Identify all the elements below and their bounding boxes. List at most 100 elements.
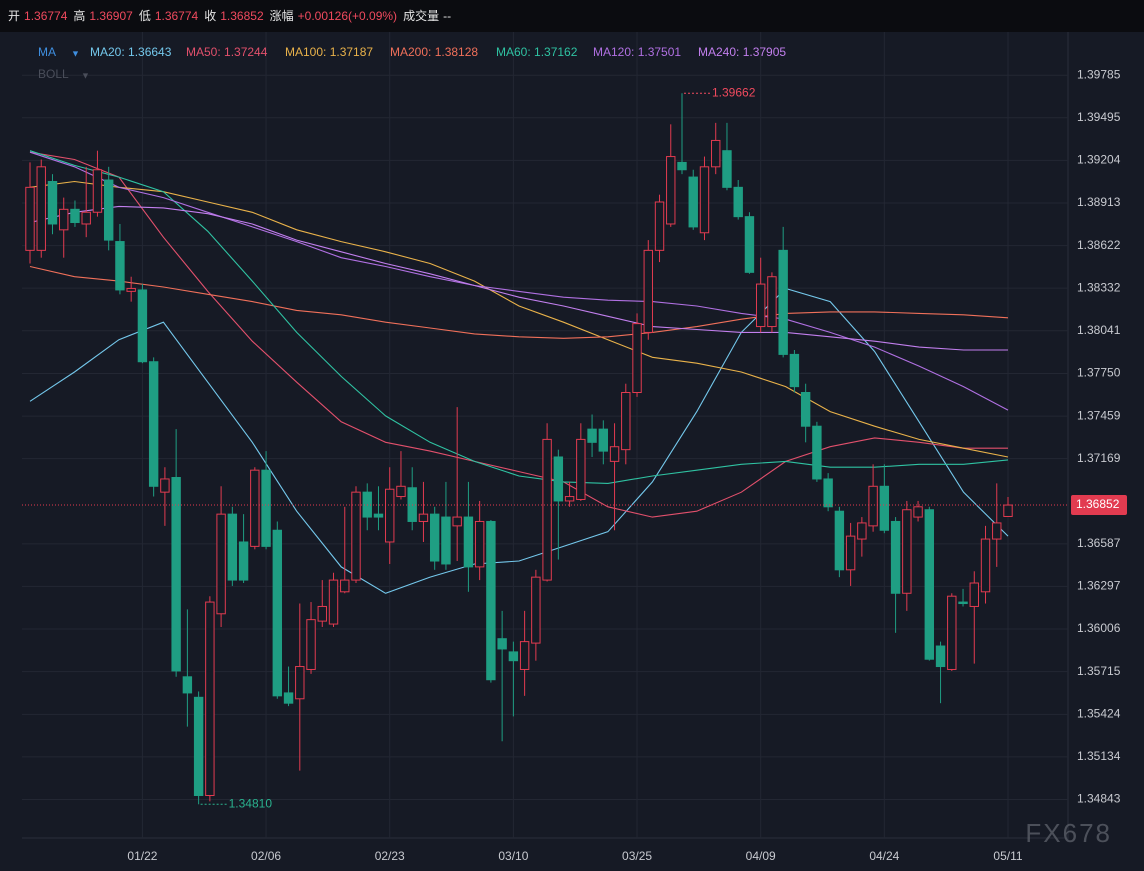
candle-body <box>115 241 125 291</box>
candle-body <box>722 150 732 188</box>
candle-body <box>834 510 845 571</box>
candle-body <box>778 249 788 355</box>
y-tick-label: 1.38332 <box>1077 280 1121 294</box>
candle-body <box>969 582 979 607</box>
candle-body <box>733 186 743 218</box>
candle-body <box>711 139 721 168</box>
legend-entry: MA240: 1.37905 <box>698 45 786 59</box>
candle-body <box>148 361 159 487</box>
legend-entry: MA50: 1.37244 <box>186 45 268 59</box>
boll-arrow: ▼ <box>81 70 90 80</box>
y-tick-label: 1.38041 <box>1077 323 1121 337</box>
candle-body <box>36 166 46 251</box>
header-value: +0.00126(+0.09%) <box>298 9 397 23</box>
candle-body <box>531 576 541 644</box>
candle-body <box>497 638 507 650</box>
candle-body <box>688 176 698 228</box>
candle-body <box>767 276 777 328</box>
y-tick-label: 1.37459 <box>1077 408 1121 422</box>
candle-body <box>70 208 80 224</box>
header-label: 高 <box>73 8 85 23</box>
y-tick-label: 1.39785 <box>1077 67 1121 81</box>
candle-body <box>227 513 238 581</box>
header-label: 收 <box>204 9 216 23</box>
header-value: 1.36852 <box>220 9 264 23</box>
candle-body <box>47 180 58 225</box>
header-value: 1.36774 <box>24 9 68 23</box>
candle-body <box>564 496 575 502</box>
ma-label[interactable]: MA <box>38 45 56 59</box>
y-tick-label: 1.37169 <box>1077 451 1121 465</box>
candle-body <box>182 676 193 694</box>
candle-body <box>486 520 496 681</box>
candle-body <box>598 428 609 452</box>
candle-body <box>59 208 69 231</box>
candle-body <box>193 696 204 797</box>
x-tick-label: 04/24 <box>869 849 899 863</box>
last-price-label: 1.36852 <box>1076 497 1120 511</box>
candle-body <box>632 323 642 394</box>
candle-body <box>328 579 339 625</box>
candle-body <box>542 438 552 581</box>
candle-body <box>385 488 395 543</box>
legend-entry: MA100: 1.37187 <box>285 45 373 59</box>
candle-body <box>429 513 440 562</box>
candle-body <box>902 509 912 594</box>
header-label: 低 <box>139 9 151 23</box>
candle-body <box>800 392 811 427</box>
candle-body <box>508 651 519 662</box>
candle-body <box>25 186 35 251</box>
candle-body <box>81 211 91 225</box>
y-tick-label: 1.34843 <box>1077 792 1121 806</box>
candle-body <box>621 392 631 451</box>
header-bar <box>0 0 1144 32</box>
candle-body <box>463 516 474 568</box>
legend-entry: MA60: 1.37162 <box>496 45 578 59</box>
candle-body <box>317 605 327 622</box>
candle-body <box>238 541 249 581</box>
x-tick-label: 04/09 <box>746 849 776 863</box>
candle-body <box>812 425 822 480</box>
candle-body <box>306 619 316 670</box>
x-tick-label: 03/10 <box>498 849 528 863</box>
candle-body <box>351 491 361 581</box>
candle-body <box>643 249 653 333</box>
legend-entry: MA120: 1.37501 <box>593 45 681 59</box>
candle-body <box>452 516 462 527</box>
candle-body <box>418 513 429 522</box>
boll-label[interactable]: BOLL <box>38 67 69 81</box>
legend-entry: MA20: 1.36643 <box>90 45 172 59</box>
candle-body <box>755 283 766 328</box>
ma-line <box>29 151 1008 518</box>
candle-body <box>103 179 114 241</box>
candle-body <box>699 166 710 234</box>
candle-body <box>890 520 901 594</box>
ma-line <box>29 205 1008 351</box>
candle-body <box>823 478 833 508</box>
ma-line <box>29 265 1009 339</box>
watermark: FX678 <box>1025 818 1112 848</box>
header-label: 涨幅 <box>270 8 294 23</box>
candle-body <box>1003 504 1013 517</box>
candle-body <box>340 579 350 593</box>
ma-arrow[interactable]: ▼ <box>71 48 80 58</box>
y-tick-label: 1.35134 <box>1077 749 1121 763</box>
y-tick-label: 1.39204 <box>1077 153 1121 167</box>
x-tick-label: 03/25 <box>622 849 652 863</box>
candle-body <box>160 478 170 493</box>
candle-body <box>171 476 181 672</box>
y-tick-label: 1.38913 <box>1077 195 1121 209</box>
candle-body <box>373 513 384 518</box>
candle-body <box>609 446 620 462</box>
candle-body <box>789 353 800 388</box>
candle-body <box>845 535 856 571</box>
y-tick-label: 1.35424 <box>1077 706 1121 720</box>
candle-body <box>205 601 215 797</box>
y-tick-label: 1.35715 <box>1077 664 1121 678</box>
candle-body <box>924 509 935 660</box>
candle-body <box>272 529 283 697</box>
x-tick-label: 02/06 <box>251 849 281 863</box>
candle-body <box>958 601 968 605</box>
candle-body <box>283 692 294 704</box>
header-value: 1.36907 <box>89 9 133 23</box>
